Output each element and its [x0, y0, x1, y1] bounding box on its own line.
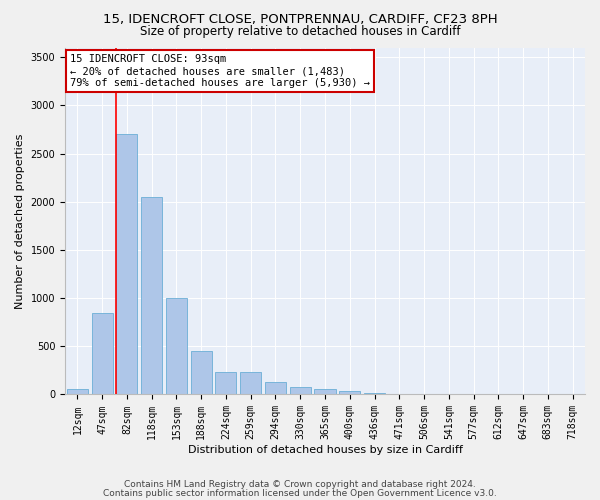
Y-axis label: Number of detached properties: Number of detached properties [15, 134, 25, 308]
Bar [116, 134, 137, 394]
Bar [290, 387, 311, 394]
Text: 15 IDENCROFT CLOSE: 93sqm
← 20% of detached houses are smaller (1,483)
79% of se: 15 IDENCROFT CLOSE: 93sqm ← 20% of detac… [70, 54, 370, 88]
Bar [92, 312, 113, 394]
X-axis label: Distribution of detached houses by size in Cardiff: Distribution of detached houses by size … [188, 445, 463, 455]
Bar [191, 351, 212, 395]
Bar [67, 388, 88, 394]
Bar [364, 392, 385, 394]
Text: Contains public sector information licensed under the Open Government Licence v3: Contains public sector information licen… [103, 488, 497, 498]
Bar [339, 391, 360, 394]
Bar [240, 372, 261, 394]
Text: Size of property relative to detached houses in Cardiff: Size of property relative to detached ho… [140, 25, 460, 38]
Bar [215, 372, 236, 394]
Text: 15, IDENCROFT CLOSE, PONTPRENNAU, CARDIFF, CF23 8PH: 15, IDENCROFT CLOSE, PONTPRENNAU, CARDIF… [103, 12, 497, 26]
Bar [141, 197, 162, 394]
Bar [166, 298, 187, 394]
Bar [265, 382, 286, 394]
Text: Contains HM Land Registry data © Crown copyright and database right 2024.: Contains HM Land Registry data © Crown c… [124, 480, 476, 489]
Bar [314, 388, 335, 394]
